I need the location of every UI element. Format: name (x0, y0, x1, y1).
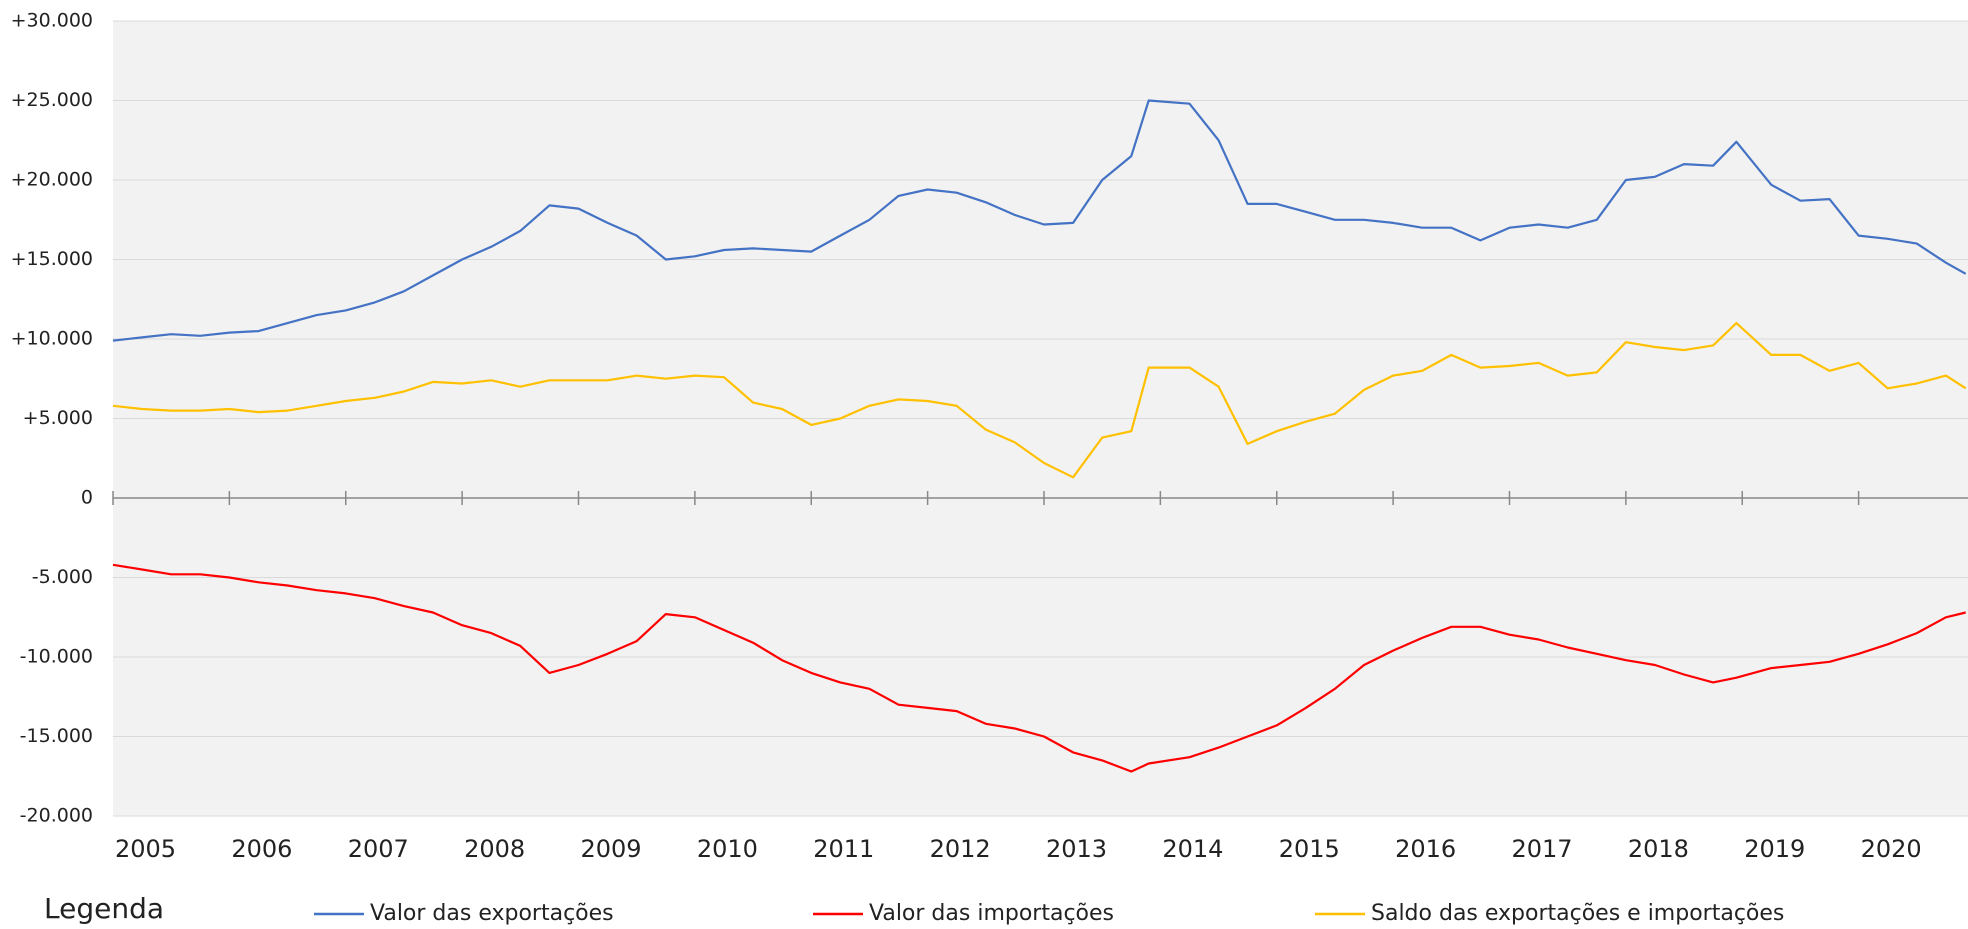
series-line (112, 99, 1967, 342)
x-tick-label: 2010 (697, 835, 758, 863)
x-tick-label: 2020 (1861, 835, 1922, 863)
x-tick-label: 2008 (464, 835, 525, 863)
x-tick-label: 2014 (1162, 835, 1223, 863)
y-tick-label: +10.000 (11, 328, 93, 350)
legend-label: Valor das importações (869, 901, 1114, 926)
x-tick-label: 2015 (1279, 835, 1340, 863)
series-line (112, 563, 1966, 773)
y-tick-label: +30.000 (11, 10, 93, 32)
x-tick-label: 2007 (348, 835, 409, 863)
y-tick-label: -5.000 (32, 566, 93, 588)
x-tick-label: 2005 (115, 835, 176, 863)
x-tick-label: 2016 (1395, 835, 1456, 863)
y-tick-label: -10.000 (20, 646, 93, 668)
y-tick-label: -20.000 (20, 805, 93, 827)
y-tick-label: +5.000 (23, 407, 93, 429)
y-tick-label: +25.000 (11, 89, 93, 111)
x-tick-label: 2011 (813, 835, 874, 863)
x-tick-label: 2013 (1046, 835, 1107, 863)
y-tick-label: +20.000 (11, 169, 93, 191)
x-tick-label: 2018 (1628, 835, 1689, 863)
y-tick-label: 0 (81, 487, 93, 509)
legend-title: Legenda (44, 892, 164, 925)
legend-label: Saldo das exportações e importações (1371, 901, 1784, 926)
series-line (112, 322, 1967, 479)
x-tick-label: 2009 (580, 835, 641, 863)
y-tick-label: +15.000 (11, 248, 93, 270)
x-tick-label: 2019 (1744, 835, 1805, 863)
x-tick-label: 2012 (930, 835, 991, 863)
y-tick-label: -15.000 (20, 725, 93, 747)
x-tick-label: 2006 (231, 835, 292, 863)
legend-label: Valor das exportações (370, 901, 614, 926)
x-tick-label: 2017 (1511, 835, 1572, 863)
